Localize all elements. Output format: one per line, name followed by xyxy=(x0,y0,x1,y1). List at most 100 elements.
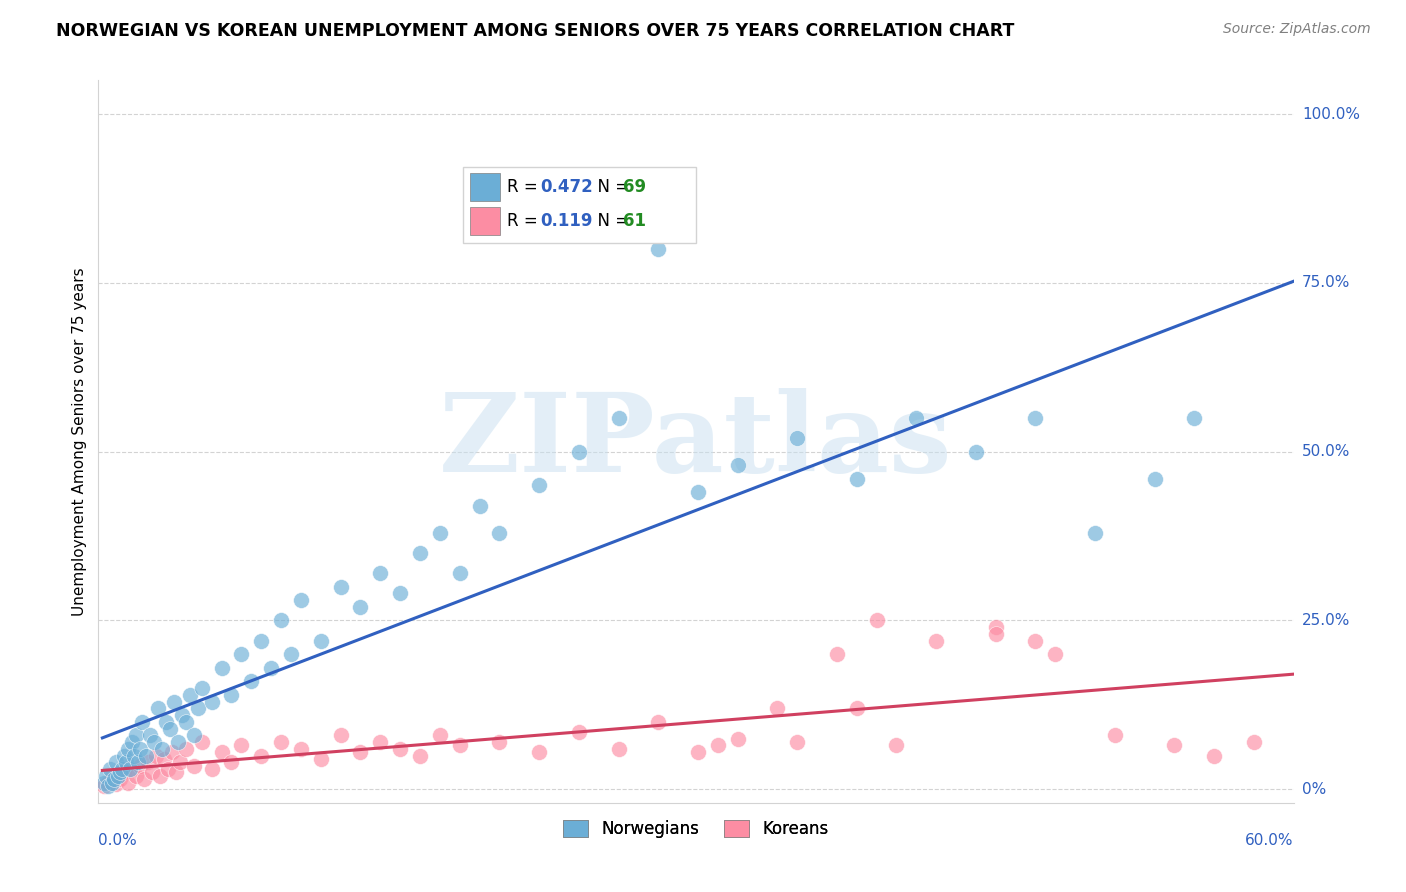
Point xyxy=(1104,728,1126,742)
Text: R =: R = xyxy=(508,212,543,230)
Point xyxy=(1024,633,1046,648)
Point xyxy=(260,661,283,675)
Point xyxy=(825,647,848,661)
Point xyxy=(984,627,1007,641)
Point xyxy=(96,769,118,783)
Point xyxy=(132,772,155,787)
Point xyxy=(1163,739,1185,753)
Point xyxy=(488,735,510,749)
Point xyxy=(1045,647,1067,661)
Point xyxy=(107,769,129,783)
Point xyxy=(110,772,132,787)
Point xyxy=(145,748,167,763)
Point xyxy=(155,714,177,729)
Point xyxy=(231,647,253,661)
Point xyxy=(607,741,630,756)
Point xyxy=(905,411,928,425)
Point xyxy=(309,752,332,766)
Point xyxy=(166,735,188,749)
Point xyxy=(105,756,128,770)
FancyBboxPatch shape xyxy=(463,167,696,243)
Text: 69: 69 xyxy=(623,178,647,196)
Point xyxy=(221,756,243,770)
Point xyxy=(187,701,209,715)
Point xyxy=(120,762,142,776)
Point xyxy=(160,745,183,759)
Text: 60.0%: 60.0% xyxy=(1246,833,1294,848)
Point xyxy=(1243,735,1265,749)
Point xyxy=(925,633,948,648)
Point xyxy=(146,701,169,715)
Point xyxy=(845,701,868,715)
Point xyxy=(389,586,412,600)
Point xyxy=(200,762,222,776)
Point xyxy=(129,758,152,772)
Point xyxy=(174,714,197,729)
Point xyxy=(329,728,352,742)
Point xyxy=(125,728,148,742)
Point xyxy=(143,735,166,749)
Point xyxy=(527,745,550,759)
Point xyxy=(429,728,451,742)
Point xyxy=(409,546,432,560)
Point xyxy=(112,748,135,763)
Point xyxy=(786,735,808,749)
Point xyxy=(169,756,191,770)
Text: 0.472: 0.472 xyxy=(541,178,593,196)
Point xyxy=(270,735,292,749)
Point xyxy=(786,431,808,445)
Point xyxy=(127,756,149,770)
Point xyxy=(368,566,391,581)
Point xyxy=(122,748,145,763)
Point xyxy=(97,775,120,789)
Point xyxy=(429,525,451,540)
Point xyxy=(156,762,179,776)
Point xyxy=(290,741,312,756)
Text: 75.0%: 75.0% xyxy=(1302,276,1350,291)
Point xyxy=(221,688,243,702)
Point xyxy=(211,745,233,759)
Point xyxy=(368,735,391,749)
Point xyxy=(111,762,134,776)
Point xyxy=(865,614,887,628)
Point xyxy=(129,741,152,756)
Text: ZIPatlas: ZIPatlas xyxy=(439,388,953,495)
Point xyxy=(190,681,212,695)
Point xyxy=(121,735,143,749)
Y-axis label: Unemployment Among Seniors over 75 years: Unemployment Among Seniors over 75 years xyxy=(72,268,87,615)
FancyBboxPatch shape xyxy=(470,173,501,201)
Point xyxy=(309,633,332,648)
Point xyxy=(984,620,1007,634)
Point xyxy=(125,769,148,783)
Point xyxy=(179,688,201,702)
Point xyxy=(141,765,163,780)
Point xyxy=(105,777,128,791)
Point xyxy=(159,722,181,736)
Point xyxy=(349,599,371,614)
Point xyxy=(250,748,273,763)
Text: 0.0%: 0.0% xyxy=(98,833,138,848)
Text: R =: R = xyxy=(508,178,543,196)
Text: N =: N = xyxy=(588,178,634,196)
Point xyxy=(1204,748,1226,763)
Point xyxy=(1024,411,1046,425)
Point xyxy=(647,242,669,256)
Point xyxy=(409,748,432,763)
Point xyxy=(165,765,187,780)
Point xyxy=(727,731,749,746)
Point xyxy=(115,756,138,770)
Text: 61: 61 xyxy=(623,212,647,230)
Point xyxy=(211,661,233,675)
Point xyxy=(449,566,471,581)
Point xyxy=(389,741,412,756)
Point xyxy=(349,745,371,759)
Point xyxy=(607,411,630,425)
Point xyxy=(270,614,292,628)
Point xyxy=(93,775,115,789)
Point xyxy=(707,739,730,753)
Point xyxy=(231,739,253,753)
Point xyxy=(568,725,591,739)
Text: 0.119: 0.119 xyxy=(541,212,593,230)
Text: NORWEGIAN VS KOREAN UNEMPLOYMENT AMONG SENIORS OVER 75 YEARS CORRELATION CHART: NORWEGIAN VS KOREAN UNEMPLOYMENT AMONG S… xyxy=(56,22,1015,40)
Point xyxy=(886,739,908,753)
